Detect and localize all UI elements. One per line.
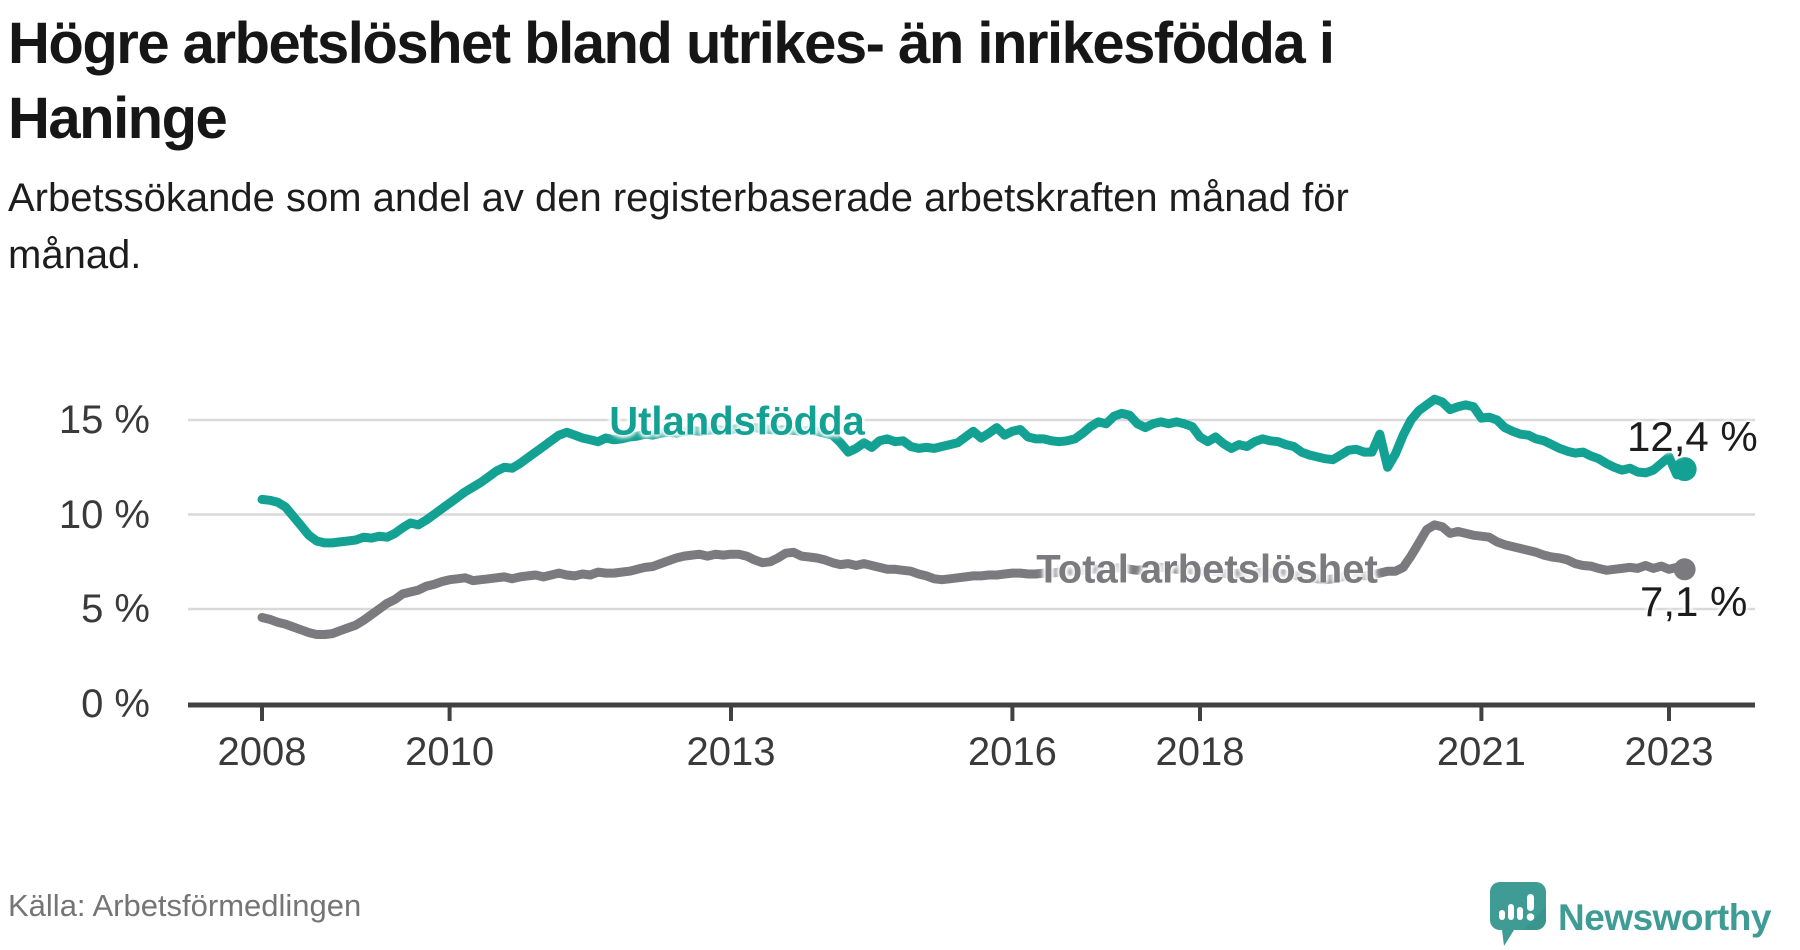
newsworthy-logo-icon bbox=[1490, 882, 1546, 946]
total-arbetsloshet-line bbox=[257, 520, 1690, 639]
series-label-utlandsfodda: Utlandsfödda bbox=[609, 399, 865, 444]
y-tick-label: 5 % bbox=[81, 587, 150, 631]
end-value-total: 7,1 % bbox=[1640, 578, 1748, 625]
utlandsfodda-end-dot bbox=[1672, 457, 1697, 482]
x-tick-label: 2010 bbox=[405, 730, 495, 774]
total-end-dot bbox=[1673, 558, 1696, 581]
x-tick-label: 2021 bbox=[1436, 730, 1526, 774]
y-tick-label: 10 % bbox=[58, 492, 150, 537]
x-tick-label: 2023 bbox=[1624, 730, 1714, 774]
newsworthy-wordmark: Newsworthy bbox=[1558, 897, 1771, 938]
x-tick-label: 2013 bbox=[686, 730, 776, 774]
y-tick-label: 0 % bbox=[81, 681, 150, 726]
x-tick-label: 2016 bbox=[967, 730, 1057, 774]
source-credit: Källa: Arbetsförmedlingen bbox=[8, 888, 362, 923]
x-tick-label: 2008 bbox=[217, 730, 307, 774]
x-tick-label: 2018 bbox=[1155, 730, 1245, 774]
y-tick-label: 15 % bbox=[58, 398, 150, 442]
utlandsfodda-line bbox=[257, 394, 1690, 548]
end-value-utlandsfodda: 12,4 % bbox=[1627, 413, 1758, 460]
series-label-total-arbetsloshet: Total arbetslöshet bbox=[1036, 547, 1378, 592]
page-subtitle: Arbetssökande som andel av den registerb… bbox=[8, 176, 1349, 277]
page-title: Högre arbetslöshet bland utrikes- än inr… bbox=[8, 11, 1335, 151]
